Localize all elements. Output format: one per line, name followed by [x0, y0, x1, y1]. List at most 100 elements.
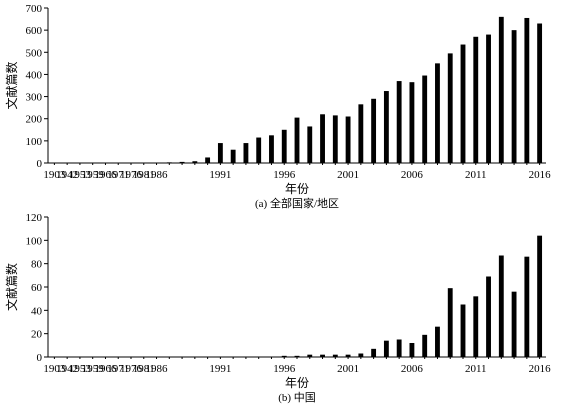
bar-2006 — [409, 82, 415, 163]
bar-2004 — [383, 340, 389, 357]
x-tick-label: 2001 — [337, 169, 359, 181]
x-tick-label: 2001 — [337, 363, 359, 375]
y-axis-title: 文献篇数 — [4, 61, 19, 109]
x-tick-label: 2011 — [465, 363, 487, 375]
x-tick-label: 1986 — [146, 169, 169, 181]
bar-1997 — [294, 117, 300, 163]
chart-caption: (b) 中国 — [278, 391, 316, 404]
x-tick-label: 1991 — [209, 169, 231, 181]
x-tick-label: 1976 — [120, 169, 143, 181]
y-tick-label: 120 — [26, 212, 43, 224]
y-tick-label: 0 — [37, 352, 43, 364]
x-tick-label: 1971 — [107, 169, 129, 181]
bar-2005 — [396, 81, 402, 163]
bar-2016 — [537, 23, 543, 163]
bar-2005 — [396, 339, 402, 357]
y-axis-title: 文献篇数 — [4, 263, 19, 311]
bar-2011 — [473, 36, 479, 163]
chart-panel-b: 0204060801001201903194219531959196619711… — [4, 212, 551, 404]
bar-2013 — [498, 16, 504, 163]
bar-1993 — [243, 143, 249, 163]
x-tick-label: 1996 — [273, 169, 296, 181]
bar-2009 — [447, 53, 453, 164]
bar-2012 — [486, 34, 491, 164]
x-tick-label: 1966 — [94, 169, 117, 181]
y-tick-label: 40 — [31, 305, 43, 317]
bar-2012 — [486, 276, 491, 357]
bar-2014 — [511, 30, 517, 164]
bar-2010 — [460, 44, 466, 163]
bar-2000 — [332, 115, 338, 163]
bar-2008 — [435, 326, 440, 357]
bar-2008 — [435, 63, 440, 163]
y-tick-label: 60 — [31, 282, 43, 294]
x-axis-title: 年份 — [285, 376, 309, 390]
bar-2004 — [383, 91, 389, 163]
bar-2001 — [345, 354, 351, 357]
bar-2013 — [498, 255, 504, 357]
y-tick-label: 500 — [26, 47, 43, 59]
x-tick-label: 1966 — [94, 363, 117, 375]
bar-2007 — [422, 334, 428, 357]
x-tick-label: 1981 — [133, 169, 155, 181]
bar-1996 — [281, 355, 287, 357]
y-tick-label: 20 — [31, 329, 43, 341]
bar-1987 — [166, 162, 172, 163]
bar-2009 — [447, 288, 453, 357]
chart-panel-a: 0100200300400500600700190319421953195919… — [4, 3, 551, 210]
x-tick-label: 1903 — [43, 363, 66, 375]
y-tick-label: 400 — [26, 69, 43, 81]
bar-2000 — [332, 354, 338, 357]
bar-2001 — [345, 116, 351, 163]
x-tick-label: 1942 — [56, 363, 78, 375]
x-axis-title: 年份 — [285, 182, 309, 196]
y-tick-label: 300 — [26, 92, 43, 104]
x-tick-label: 1971 — [107, 363, 129, 375]
bar-1998 — [307, 354, 313, 357]
bar-1989 — [192, 161, 198, 163]
bar-2015 — [524, 256, 530, 357]
bar-2002 — [358, 353, 364, 357]
x-tick-label: 2011 — [465, 169, 487, 181]
x-tick-label: 1942 — [56, 169, 78, 181]
y-tick-label: 0 — [37, 158, 43, 170]
x-tick-label: 2006 — [401, 169, 424, 181]
x-tick-label: 1959 — [82, 363, 105, 375]
bar-2002 — [358, 104, 364, 163]
bar-1995 — [269, 135, 274, 163]
y-tick-label: 600 — [26, 25, 43, 37]
x-tick-label: 2016 — [529, 169, 552, 181]
x-tick-label: 1986 — [146, 363, 169, 375]
bar-2006 — [409, 343, 415, 357]
bar-1990 — [205, 157, 211, 163]
bar-1996 — [281, 129, 287, 163]
x-tick-label: 1953 — [69, 363, 92, 375]
bar-1998 — [307, 126, 313, 163]
y-tick-label: 700 — [26, 3, 43, 15]
x-tick-label: 1981 — [133, 363, 155, 375]
bar-1994 — [256, 137, 262, 163]
bar-2015 — [524, 17, 530, 164]
bar-2010 — [460, 304, 466, 357]
x-tick-label: 1903 — [43, 169, 66, 181]
y-tick-label: 100 — [26, 235, 43, 247]
x-tick-label: 1991 — [209, 363, 231, 375]
bar-1992 — [230, 149, 236, 163]
x-tick-label: 1953 — [69, 169, 92, 181]
bar-1999 — [320, 354, 325, 357]
y-tick-label: 100 — [26, 136, 43, 148]
bar-1988 — [179, 161, 185, 163]
x-tick-label: 1996 — [273, 363, 296, 375]
chart-caption: (a) 全部国家/地区 — [255, 196, 339, 210]
x-tick-label: 2016 — [529, 363, 552, 375]
y-tick-label: 200 — [26, 114, 43, 126]
bar-2016 — [537, 235, 543, 357]
x-tick-label: 2006 — [401, 363, 424, 375]
x-tick-label: 1976 — [120, 363, 143, 375]
bar-2003 — [371, 98, 377, 163]
bar-2011 — [473, 296, 479, 357]
bar-1997 — [294, 355, 300, 357]
bar-1991 — [217, 143, 223, 163]
bar-2007 — [422, 75, 428, 163]
y-tick-label: 80 — [31, 259, 43, 271]
